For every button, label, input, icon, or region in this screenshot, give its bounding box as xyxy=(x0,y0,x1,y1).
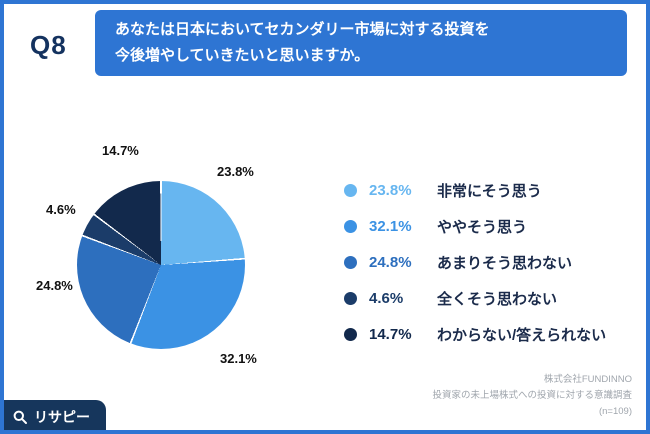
question-box: あなたは日本においてセカンダリー市場に対する投資を 今後増やしていきたいと思いま… xyxy=(95,10,627,76)
legend-label: ややそう思う xyxy=(437,218,528,236)
legend-dot xyxy=(344,327,357,341)
survey-source: 株式会社FUNDINNO 投資家の未上場株式への投資に対する意識調査 (n=10… xyxy=(432,372,632,420)
legend-label: 非常にそう思う xyxy=(437,182,542,200)
pie-percent-label: 4.6% xyxy=(46,202,76,217)
legend-percent: 14.7% xyxy=(369,325,412,343)
question-line-2: 今後増やしていきたいと思いますか。 xyxy=(115,47,370,64)
legend-percent: 23.8% xyxy=(369,181,412,199)
source-survey-title: 投資家の未上場株式への投資に対する意識調査 xyxy=(432,389,632,401)
legend-dot xyxy=(344,219,357,233)
pie-chart xyxy=(77,181,245,349)
legend-item: 14.7% わからない/答えられない xyxy=(344,316,606,352)
legend-percent: 4.6% xyxy=(369,289,404,307)
pie-percent-label: 14.7% xyxy=(102,143,139,158)
pie-percent-label: 24.8% xyxy=(36,278,73,293)
pie-percent-label: 23.8% xyxy=(217,164,254,179)
legend-dot xyxy=(344,291,357,305)
legend-label: わからない/答えられない xyxy=(437,326,607,344)
risapi-logo: リサピー xyxy=(4,400,106,430)
pie-percent-label: 32.1% xyxy=(220,351,257,366)
legend-item: 4.6% 全くそう思わない xyxy=(344,280,606,316)
legend-label: あまりそう思わない xyxy=(437,254,573,272)
legend-percent: 24.8% xyxy=(369,253,412,271)
chart-legend: 23.8% 非常にそう思う 32.1% ややそう思う 24.8% あまりそう思わ… xyxy=(344,172,606,352)
logo-text: リサピー xyxy=(34,409,90,425)
legend-percent: 32.1% xyxy=(369,217,412,235)
legend-item: 32.1% ややそう思う xyxy=(344,208,606,244)
legend-item: 24.8% あまりそう思わない xyxy=(344,244,606,280)
source-sample-size: (n=109) xyxy=(598,405,632,417)
legend-label: 全くそう思わない xyxy=(437,290,558,308)
legend-dot xyxy=(344,183,357,197)
legend-dot xyxy=(344,255,357,269)
legend-item: 23.8% 非常にそう思う xyxy=(344,172,606,208)
magnifier-icon xyxy=(12,409,28,425)
question-line-1: あなたは日本においてセカンダリー市場に対する投資を xyxy=(115,20,490,38)
source-company: 株式会社FUNDINNO xyxy=(543,373,632,385)
question-number: Q8 xyxy=(30,30,67,60)
